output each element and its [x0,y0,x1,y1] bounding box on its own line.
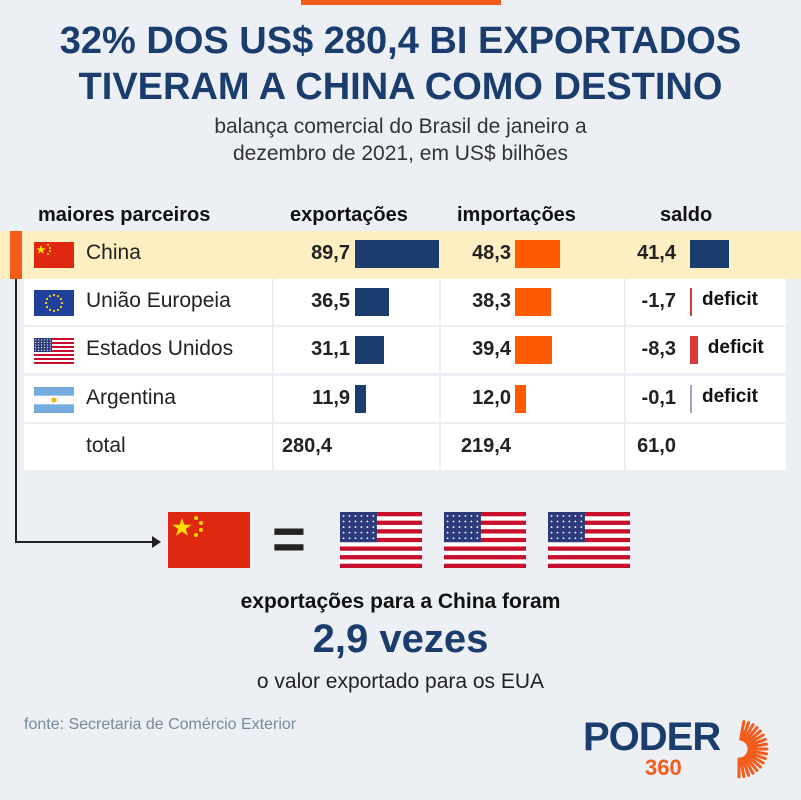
imports-cell [441,376,624,422]
china-flag-icon [34,242,74,268]
balance-cell [626,327,786,373]
imports-value: 38,3 [472,290,511,312]
balance-value: -0,1 [641,387,676,409]
table-row: Estados Unidos 31,1 39,4 -8,3 deficit [24,327,786,373]
imports-cell [441,424,624,470]
china-flag-icon [168,512,250,568]
argentina-flag-icon [34,387,74,413]
top-accent-bar [301,0,501,5]
exports-cell [274,424,439,470]
partner-name: Estados Unidos [86,337,234,360]
balance-value: 41,4 [637,242,676,264]
exports-value: 36,5 [311,290,350,312]
exports-bar [355,336,385,364]
table-row: União Europeia 36,5 38,3 -1,7 deficit [24,279,786,325]
column-header-exports: exportações [290,204,408,226]
table-row: China 89,7 48,3 41,4 [24,231,786,277]
column-header-partners: maiores parceiros [38,204,211,226]
imports-value: 48,3 [472,242,511,264]
eu-flag-icon [34,290,74,316]
comparison-line-3: o valor exportado para os EUA [256,670,545,693]
page-title: 32% DOS US$ 280,4 BI EXPORTADOS TIVERAM … [0,18,801,110]
partner-name: China [86,241,141,264]
exports-value: 31,1 [311,338,350,360]
subtitle: balança comercial do Brasil de janeiro a… [0,113,801,167]
exports-value: 11,9 [312,387,350,409]
imports-bar [515,385,527,413]
imports-bar [515,336,552,364]
balance-value: -1,7 [641,290,676,312]
usa-flag-icon [444,512,526,568]
connector-line-horizontal [15,541,155,543]
table-row: Argentina 11,9 12,0 -0,1 deficit [24,376,786,422]
logo-number: 360 [645,755,682,780]
total-exports: 280,4 [281,435,332,457]
comparison-line-1: exportações para a China foram [240,590,561,613]
balance-cell [626,376,786,422]
usa-flag-icon [34,338,74,364]
source-note: fonte: Secretaria de Comércio Exterior [24,716,297,733]
title-line-2: TIVERAM A CHINA COMO DESTINO [78,66,723,108]
total-imports: 219,4 [460,435,511,457]
imports-value: 12,0 [472,387,511,409]
balance-cell [626,279,786,325]
partner-cell [24,424,272,470]
usa-flag-icon [548,512,630,568]
total-label: total [86,434,126,457]
subtitle-line-1: balança comercial do Brasil de janeiro a [214,115,587,138]
partner-name: União Europeia [86,289,231,312]
total-balance: 61,0 [637,435,676,457]
equals-icon: = [272,507,306,572]
logo-text: PODER [583,715,721,759]
deficit-label: deficit [702,386,758,407]
balance-bar [690,288,692,316]
imports-bar [515,240,561,268]
column-header-imports: importações [457,204,576,226]
exports-value: 89,7 [311,242,350,264]
usa-flag-icon [340,512,422,568]
balance-cell [626,424,786,470]
subtitle-line-2: dezembro de 2021, em US$ bilhões [232,142,569,165]
title-line-1: 32% DOS US$ 280,4 BI EXPORTADOS [59,20,742,62]
exports-bar [355,288,390,316]
sun-rays-icon [737,719,769,779]
imports-bar [515,288,551,316]
partner-name: Argentina [86,386,176,409]
deficit-label: deficit [702,289,758,310]
exports-bar [355,240,439,268]
imports-value: 39,4 [472,338,511,360]
connector-line-vertical [15,279,17,542]
total-row: total 280,4 219,4 61,0 [24,424,786,470]
arrow-icon [152,536,161,548]
balance-value: -8,3 [641,338,676,360]
column-header-balance: saldo [660,204,713,226]
balance-bar [690,336,698,364]
balance-bar [690,385,692,413]
deficit-label: deficit [707,337,764,358]
highlight-marker [10,231,22,279]
comparison-highlight: 2,9 vezes [312,617,489,661]
balance-bar [690,240,729,268]
exports-bar [355,385,367,413]
